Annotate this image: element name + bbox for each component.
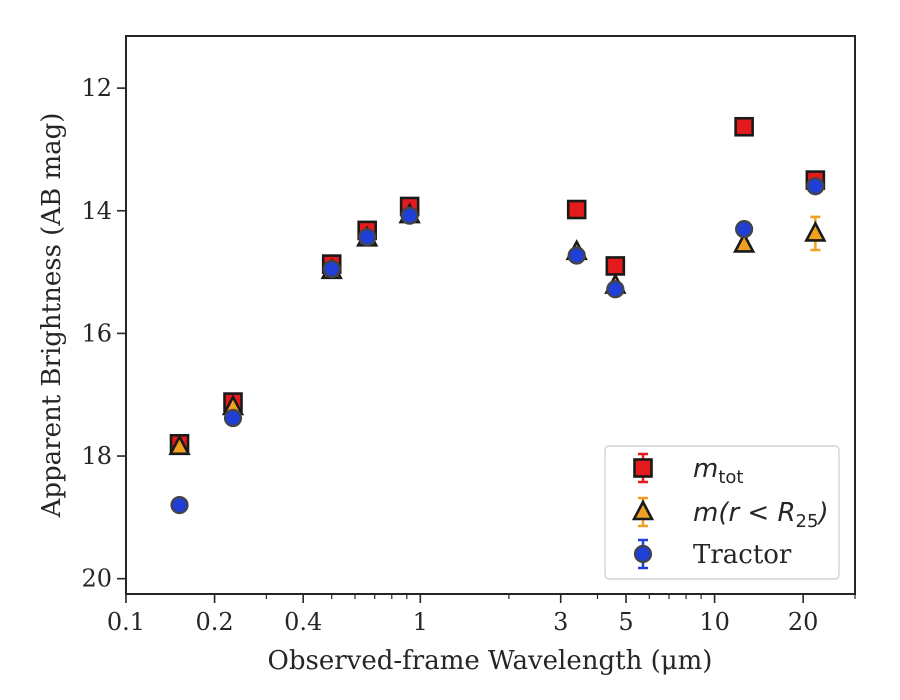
series-tractor	[170, 177, 825, 515]
legend-marker-m-r25	[631, 499, 655, 521]
point-m-r25	[168, 434, 191, 456]
legend-label-m-r25: m(r < R25)	[693, 498, 829, 532]
legend-marker-tractor	[633, 544, 653, 564]
data-marks	[168, 116, 827, 515]
point-m-r25	[732, 231, 756, 253]
point-mtot	[605, 256, 626, 276]
legend-label-mtot: mtot	[693, 454, 743, 488]
y-tick-label: 14	[81, 197, 112, 225]
x-axis-label: Observed-frame Wavelength (μm)	[268, 646, 713, 676]
x-tick-label: 3	[553, 608, 568, 636]
y-tick-label: 12	[81, 74, 112, 102]
point-m-r25	[804, 220, 827, 242]
x-tick-label: 10	[699, 608, 730, 636]
legend: mtot m(r < R25) Tractor	[604, 445, 840, 580]
point-tractor	[223, 408, 243, 428]
x-tick-label: 1	[413, 608, 428, 636]
point-mtot	[734, 116, 754, 137]
legend-box	[604, 445, 840, 580]
point-tractor	[606, 280, 625, 299]
x-tick-label: 0.4	[284, 608, 322, 636]
x-tick-label: 0.2	[196, 608, 234, 636]
series-mtot	[169, 116, 826, 454]
point-tractor	[806, 177, 825, 196]
plot-frame	[125, 35, 856, 595]
x-tick-label: 0.1	[107, 608, 145, 636]
x-tick-label: 20	[788, 608, 819, 636]
series-m-r25	[168, 202, 827, 456]
point-mtot	[566, 199, 587, 220]
point-tractor	[735, 220, 754, 239]
point-tractor	[358, 228, 377, 247]
y-tick-label: 18	[81, 442, 112, 470]
point-tractor	[567, 246, 586, 265]
legend-marker-mtot	[633, 458, 653, 478]
point-tractor	[170, 495, 189, 515]
x-tick-label: 5	[618, 608, 633, 636]
y-tick-label: 16	[81, 319, 112, 347]
legend-label-tractor: Tractor	[693, 540, 792, 570]
y-axis-label: Apparent Brightness (AB mag)	[37, 113, 67, 519]
x-axis-ticks: 0.1 0.2 0.4 1 3 5 10 20	[107, 594, 856, 636]
point-tractor	[400, 206, 419, 225]
y-axis-ticks: 12 14 16 18 20	[81, 74, 126, 593]
y-tick-label: 20	[81, 565, 112, 593]
point-tractor	[322, 259, 341, 279]
